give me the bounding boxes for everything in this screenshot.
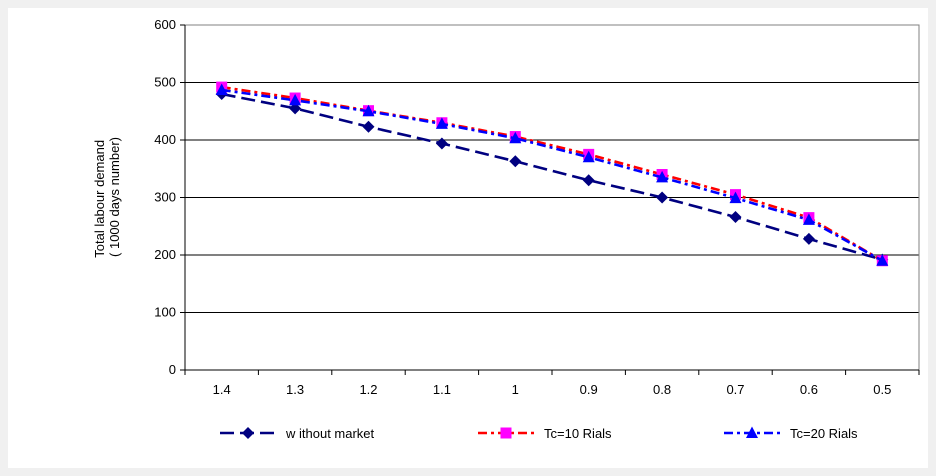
- series-3-point: [582, 150, 595, 163]
- legend-item-2: Tc=10 Rials: [478, 426, 612, 441]
- series-1-point: [802, 232, 815, 245]
- legend-label-1: w ithout market: [285, 426, 375, 441]
- legend: w ithout market Tc=10 Rials Tc=20 Rials: [220, 426, 858, 441]
- y-axis-title-line-1: Total labour demand: [92, 140, 107, 258]
- series-3-line: [221, 88, 883, 262]
- series-2-line: [221, 85, 883, 262]
- series-3-point: [876, 254, 889, 266]
- x-tick-label: 0.8: [653, 382, 671, 397]
- x-tick-label: 1.4: [213, 382, 231, 397]
- y-tick-label: 400: [154, 132, 176, 147]
- legend-marker-3: [746, 426, 758, 438]
- x-tick-label: 1.1: [433, 382, 451, 397]
- series-3-point: [656, 170, 669, 183]
- y-tick-label: 200: [154, 247, 176, 262]
- x-tick-label: 1.3: [286, 382, 304, 397]
- legend-marker-2: [500, 427, 512, 439]
- series-3-point: [509, 131, 522, 144]
- x-tick-label: 0.7: [726, 382, 744, 397]
- series-3-point: [289, 93, 302, 106]
- series-2: [216, 81, 888, 267]
- series-1-point: [362, 120, 375, 133]
- series-3-point: [802, 213, 815, 225]
- series-3-point: [362, 104, 375, 117]
- y-tick-label: 100: [154, 305, 176, 320]
- series-1-point: [289, 102, 302, 115]
- y-tick-label: 300: [154, 190, 176, 205]
- y-tick-label: 0: [169, 362, 176, 377]
- series-1-point: [509, 155, 522, 168]
- x-tick-label: 1: [512, 382, 519, 397]
- y-tick-label: 500: [154, 75, 176, 90]
- y-axis-title-line-2: ( 1000 days number): [107, 137, 122, 257]
- series-3: [215, 83, 889, 266]
- series-1-point: [656, 191, 669, 204]
- legend-item-3: Tc=20 Rials: [724, 426, 858, 441]
- legend-label-2: Tc=10 Rials: [544, 426, 612, 441]
- series-1-point: [729, 211, 742, 224]
- y-tick-label: 600: [154, 17, 176, 32]
- x-tick-label: 0.5: [873, 382, 891, 397]
- legend-marker-1: [242, 427, 254, 439]
- x-tick-label: 0.9: [580, 382, 598, 397]
- series-1: [215, 88, 889, 266]
- y-axis-title: Total labour demand ( 1000 days number): [92, 136, 122, 257]
- series-3-point: [729, 191, 742, 204]
- chart-panel: 0 100 200 300 400 500 600 1.4 1.3 1.2 1.1 1 0.9 0.8 0.…: [8, 8, 928, 468]
- legend-label-3: Tc=20 Rials: [790, 426, 858, 441]
- series-layer: [215, 81, 889, 267]
- x-tick-label: 0.6: [800, 382, 818, 397]
- series-1-point: [582, 174, 595, 187]
- line-chart: 0 100 200 300 400 500 600 1.4 1.3 1.2 1.1 1 0.9 0.8 0.…: [92, 17, 920, 441]
- legend-item-1: w ithout market: [220, 426, 375, 441]
- series-3-point: [435, 117, 448, 129]
- series-1-point: [435, 137, 448, 150]
- series-3-point: [215, 83, 228, 95]
- gridlines: [185, 24, 919, 313]
- axes: 0 100 200 300 400 500 600 1.4 1.3 1.2 1.1 1 0.9 0.8 0.…: [154, 17, 920, 397]
- x-tick-label: 1.2: [359, 382, 377, 397]
- series-1-line: [221, 92, 883, 261]
